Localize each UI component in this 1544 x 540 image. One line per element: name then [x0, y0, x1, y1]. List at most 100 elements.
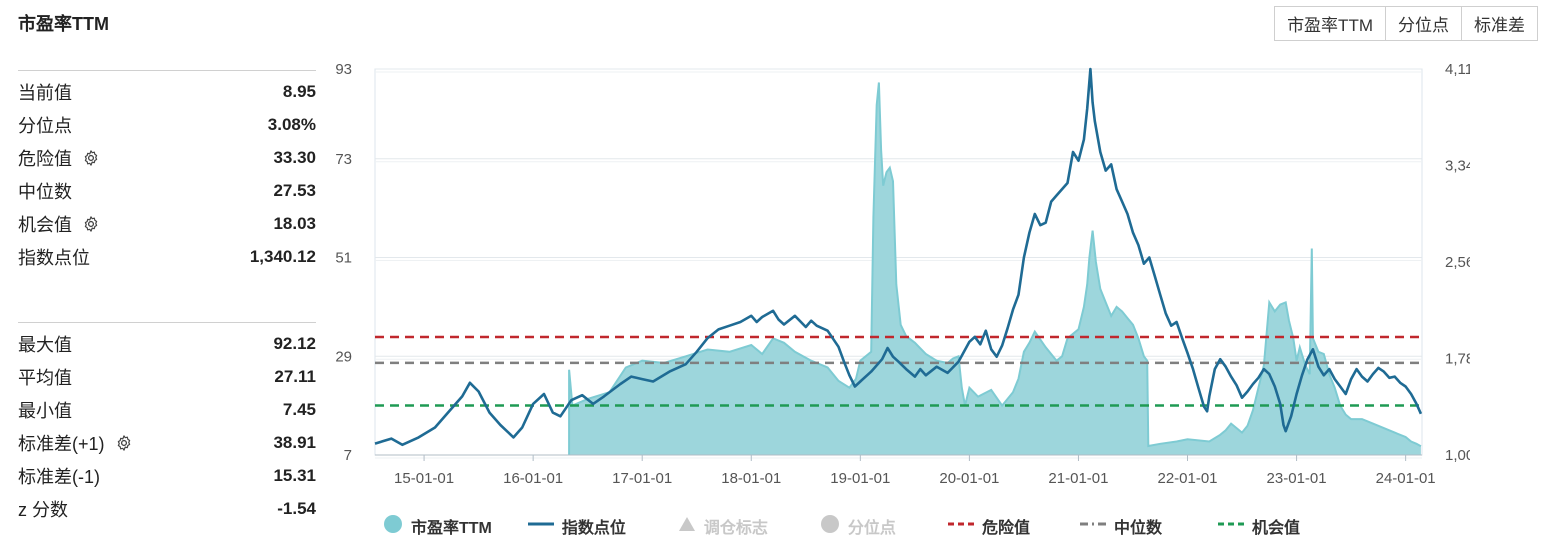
stat-value: 15.31 — [273, 465, 316, 485]
pe-ttm-line — [568, 82, 1422, 455]
x-tick-label: 24-01-01 — [1376, 470, 1436, 487]
stat-value: 8.95 — [282, 81, 316, 101]
gear-icon[interactable] — [115, 434, 133, 452]
stat-label: 机会值 — [18, 214, 72, 235]
toggle-pe-ttm-button[interactable]: 市盈率TTM — [1275, 7, 1385, 40]
y-left-tick-label: 51 — [335, 250, 352, 267]
y-left-tick-label: 73 — [335, 151, 352, 168]
legend-label: 调仓标志 — [703, 520, 768, 537]
stat-label-wrap: 分位点 — [18, 112, 72, 138]
view-toggle-group: 市盈率TTM 分位点 标准差 — [1274, 6, 1538, 41]
legend-item[interactable]: 分位点 — [820, 514, 896, 539]
x-tick-label: 18-01-01 — [721, 470, 781, 487]
legend-swatch-icon — [820, 514, 840, 539]
y-right-tick-label: 3,342 — [1445, 157, 1470, 174]
gear-icon[interactable] — [82, 215, 100, 233]
legend-label: 机会值 — [1251, 520, 1300, 537]
stat-value: -1.54 — [277, 498, 316, 518]
legend-swatch-icon — [383, 514, 403, 539]
stat-label: 最小值 — [18, 400, 72, 421]
stat-value: 33.30 — [273, 147, 316, 167]
legend-item[interactable]: 中位数 — [1079, 514, 1162, 539]
legend-swatch-icon — [1217, 514, 1244, 539]
toggle-percentile-button[interactable]: 分位点 — [1385, 7, 1461, 40]
stat-value: 3.08% — [267, 114, 316, 134]
stat-value: 18.03 — [273, 213, 316, 233]
toggle-stddev-button[interactable]: 标准差 — [1461, 7, 1537, 40]
current-stat-row: 指数点位 1,340.12 — [18, 240, 316, 273]
legend-swatch-icon — [1079, 514, 1106, 539]
stat-label-wrap: 危险值 — [18, 145, 100, 171]
y-right-tick-label: 1,008 — [1445, 447, 1470, 464]
legend-label: 市盈率TTM — [411, 520, 492, 537]
stat-label: 最大值 — [18, 334, 72, 355]
stat-label-wrap: 中位数 — [18, 178, 72, 204]
stat-label-wrap: z 分数 — [18, 496, 68, 522]
current-stat-row: 分位点 3.08% — [18, 108, 316, 141]
gear-icon[interactable] — [82, 149, 100, 167]
x-tick-label: 15-01-01 — [394, 470, 454, 487]
legend-item[interactable]: 指数点位 — [527, 514, 626, 539]
stat-label-wrap: 机会值 — [18, 211, 100, 237]
current-stat-row: 中位数 27.53 — [18, 174, 316, 207]
stat-value: 27.11 — [274, 366, 316, 386]
pe-chart: 93 73 51 29 7 4,119 3,342 2,564 1,786 1,008 15-01-… — [335, 61, 1470, 487]
legend-item[interactable]: 危险值 — [947, 514, 1030, 539]
stat-label-wrap: 平均值 — [18, 364, 72, 390]
y-right-tick-label: 1,786 — [1445, 350, 1470, 367]
stat-value: 27.53 — [273, 180, 316, 200]
y-left-tick-label: 93 — [335, 61, 352, 78]
x-tick-label: 23-01-01 — [1267, 470, 1327, 487]
stat-label-wrap: 指数点位 — [18, 244, 90, 270]
summary-stat-row: 最大值 92.12 — [18, 327, 316, 360]
legend-swatch-icon — [527, 514, 554, 539]
x-tick-label: 16-01-01 — [503, 470, 563, 487]
stat-label: 中位数 — [18, 181, 72, 202]
page-title: 市盈率TTM — [18, 14, 109, 34]
stat-label: 平均值 — [18, 367, 72, 388]
current-stat-row: 危险值 33.30 — [18, 141, 316, 174]
stat-value: 92.12 — [273, 333, 316, 353]
stat-value: 38.91 — [273, 432, 316, 452]
summary-stats-panel: 最大值 92.12 平均值 27.11 最小值 7.45 标准差(+1) 38.91 标准差(-… — [18, 322, 316, 525]
legend-label: 中位数 — [1113, 520, 1162, 537]
legend-item[interactable]: 调仓标志 — [678, 514, 768, 539]
stat-label: z 分数 — [18, 499, 69, 520]
legend-item[interactable]: 市盈率TTM — [383, 514, 492, 539]
index-line — [374, 67, 1423, 447]
stat-label: 标准差(+1) — [18, 433, 105, 454]
stat-label-wrap: 当前值 — [18, 79, 72, 105]
summary-stat-row: 最小值 7.45 — [18, 393, 316, 426]
legend-label: 分位点 — [847, 520, 896, 537]
legend-label: 指数点位 — [561, 520, 626, 537]
stat-label-wrap: 最小值 — [18, 397, 72, 423]
stat-label: 分位点 — [18, 115, 72, 136]
legend-swatch-icon — [678, 514, 696, 539]
x-tick-label: 22-01-01 — [1157, 470, 1217, 487]
summary-stat-row: 平均值 27.11 — [18, 360, 316, 393]
stat-label-wrap: 标准差(-1) — [18, 463, 100, 489]
stat-label-wrap: 最大值 — [18, 331, 72, 357]
current-stats-panel: 当前值 8.95 分位点 3.08% 危险值 33.30 中位数 27.53 机会值 18.03 指… — [18, 70, 316, 273]
summary-stat-row: z 分数 -1.54 — [18, 492, 316, 525]
x-tick-label: 20-01-01 — [939, 470, 999, 487]
summary-stat-row: 标准差(+1) 38.91 — [18, 426, 316, 459]
legend-item[interactable]: 机会值 — [1217, 514, 1300, 539]
y-left-tick-label: 7 — [344, 447, 352, 464]
x-tick-label: 19-01-01 — [830, 470, 890, 487]
stat-label: 当前值 — [18, 82, 72, 103]
chart-legend: 市盈率TTM 指数点位 调仓标志 分位点 危险值 中位数 机会值 — [383, 513, 1300, 539]
stat-label-wrap: 标准差(+1) — [18, 430, 133, 456]
legend-swatch-icon — [947, 514, 974, 539]
x-tick-label: 17-01-01 — [612, 470, 672, 487]
current-stat-row: 机会值 18.03 — [18, 207, 316, 240]
y-left-tick-label: 29 — [335, 348, 352, 365]
x-tick-label: 21-01-01 — [1048, 470, 1108, 487]
stat-value: 1,340.12 — [249, 246, 316, 266]
stat-label: 标准差(-1) — [18, 466, 100, 487]
y-right-tick-label: 2,564 — [1445, 254, 1470, 271]
y-right-tick-label: 4,119 — [1445, 61, 1470, 78]
stat-label: 危险值 — [18, 148, 72, 169]
legend-label: 危险值 — [981, 520, 1030, 537]
stat-label: 指数点位 — [18, 247, 90, 268]
